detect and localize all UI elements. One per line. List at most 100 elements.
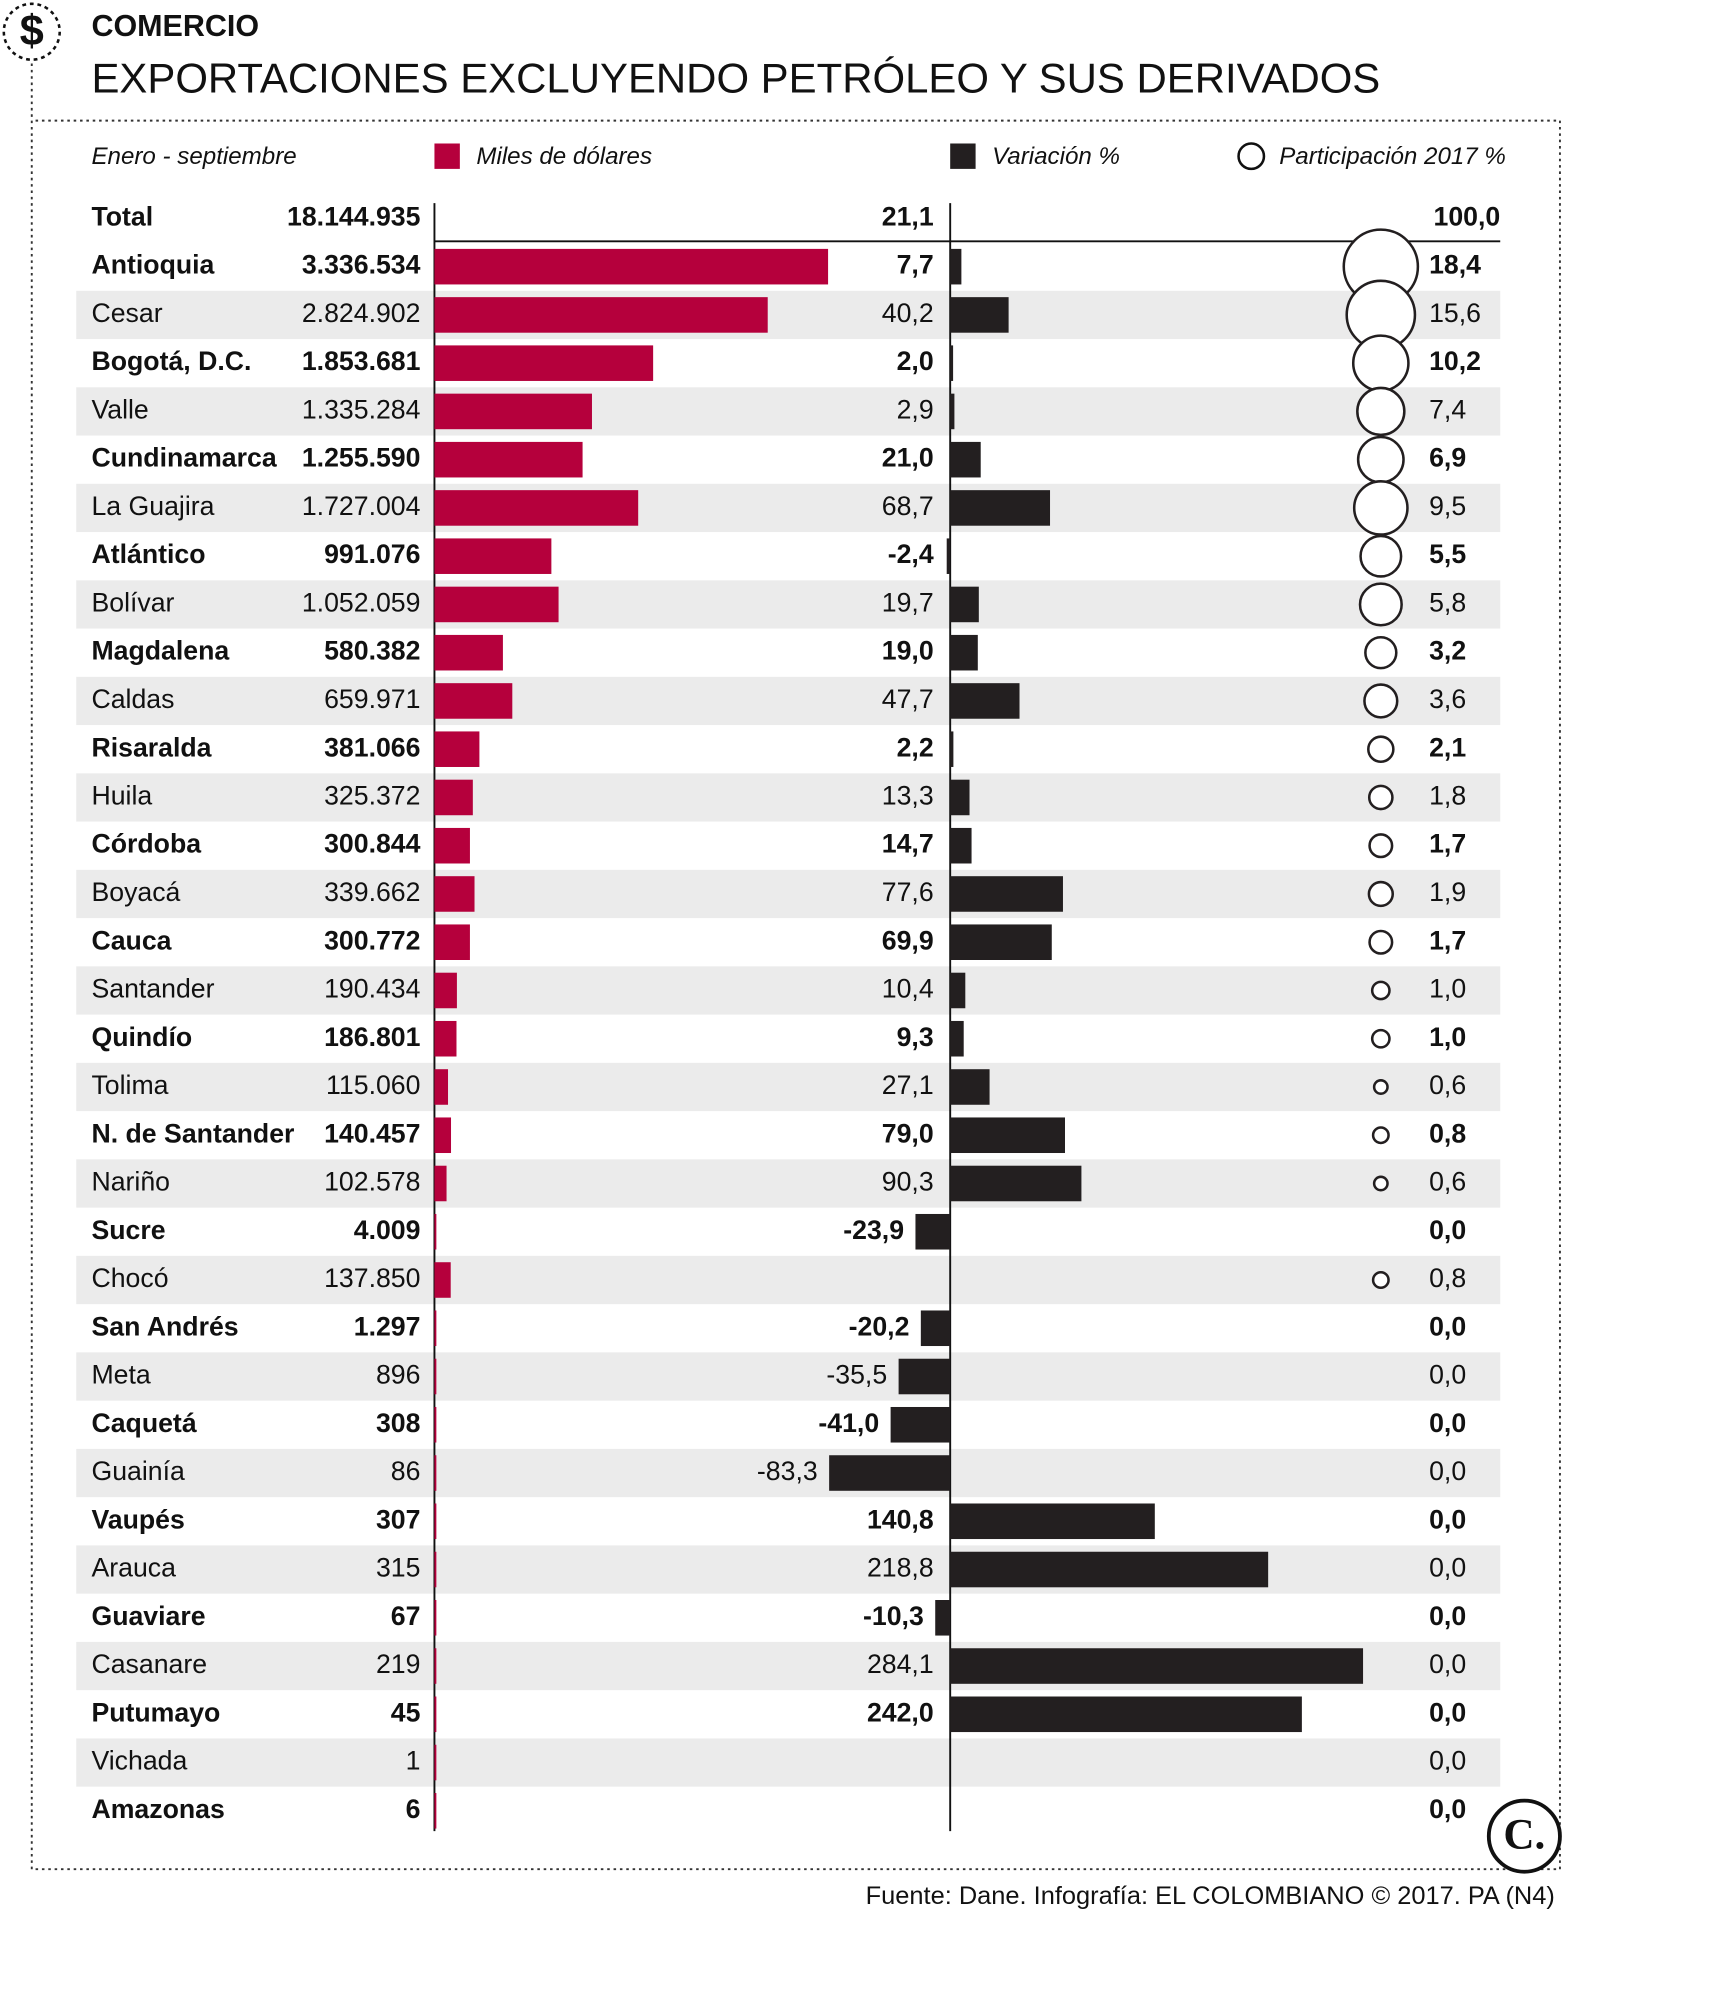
value-label: 2,1 bbox=[1429, 732, 1466, 762]
value-label: 9,3 bbox=[897, 1022, 934, 1052]
value-label: 0,6 bbox=[1429, 1167, 1466, 1197]
value-label: -20,2 bbox=[849, 1311, 910, 1341]
value-label: 3,6 bbox=[1429, 684, 1466, 714]
bar bbox=[950, 1165, 1082, 1202]
bubble bbox=[1370, 980, 1391, 1001]
value-label: 300.844 bbox=[324, 829, 421, 859]
bar bbox=[950, 248, 962, 285]
row-shade bbox=[76, 676, 1501, 726]
row-shade bbox=[76, 1545, 1501, 1594]
value-label: 0,0 bbox=[1429, 1553, 1466, 1583]
value-label: 4.009 bbox=[354, 1215, 421, 1245]
bar bbox=[950, 1648, 1364, 1684]
value-label: 10,2 bbox=[1429, 346, 1481, 376]
value-label: 0,8 bbox=[1429, 1118, 1466, 1148]
category-label: Vaupés bbox=[91, 1504, 184, 1534]
value-label: 140,8 bbox=[867, 1504, 934, 1534]
category-label: Huila bbox=[91, 781, 152, 811]
value-label: 0,6 bbox=[1429, 1070, 1466, 1100]
bar bbox=[434, 731, 480, 767]
value-label: 300.772 bbox=[324, 925, 420, 955]
row-shade bbox=[76, 1159, 1501, 1208]
bar bbox=[434, 972, 457, 1009]
category-label: Putumayo bbox=[91, 1697, 220, 1727]
value-label: 896 bbox=[376, 1360, 420, 1390]
value-label: 219 bbox=[376, 1649, 420, 1679]
value-label: 0,0 bbox=[1429, 1215, 1466, 1245]
bar bbox=[950, 1069, 990, 1105]
bubble bbox=[1367, 880, 1395, 908]
bar bbox=[950, 490, 1051, 526]
bar bbox=[950, 731, 954, 767]
total-share: 100,0 bbox=[1434, 201, 1501, 231]
bar bbox=[434, 1455, 437, 1491]
value-label: 1,0 bbox=[1429, 974, 1466, 1004]
bubble bbox=[1359, 534, 1403, 578]
bar bbox=[434, 1503, 437, 1540]
category-label: Meta bbox=[91, 1360, 150, 1390]
legend-swatch bbox=[1237, 142, 1266, 171]
bar bbox=[434, 1600, 437, 1636]
bar bbox=[950, 827, 972, 864]
kicker: COMERCIO bbox=[91, 9, 259, 43]
bar bbox=[434, 248, 829, 285]
bar bbox=[434, 1696, 437, 1733]
category-label: Risaralda bbox=[91, 732, 211, 762]
bar bbox=[434, 1165, 447, 1202]
value-label: 1,0 bbox=[1429, 1022, 1466, 1052]
value-label: 1.255.590 bbox=[302, 443, 421, 473]
value-label: 381.066 bbox=[324, 732, 420, 762]
category-label: Cundinamarca bbox=[91, 443, 276, 473]
value-label: 1 bbox=[406, 1746, 421, 1776]
category-label: Nariño bbox=[91, 1167, 170, 1197]
bar bbox=[434, 538, 552, 574]
category-label: Bogotá, D.C. bbox=[91, 346, 251, 376]
value-label: 0,0 bbox=[1429, 1697, 1466, 1727]
value-label: 339.662 bbox=[324, 877, 420, 907]
bar bbox=[434, 1358, 437, 1395]
row-shade bbox=[76, 1255, 1501, 1305]
row-shade bbox=[76, 290, 1501, 340]
bubble bbox=[1358, 582, 1403, 627]
bar bbox=[950, 586, 979, 623]
category-label: Magdalena bbox=[91, 636, 229, 666]
value-label: 90,3 bbox=[882, 1167, 934, 1197]
value-label: 315 bbox=[376, 1553, 420, 1583]
value-label: 284,1 bbox=[867, 1649, 934, 1679]
value-label: 21,0 bbox=[882, 443, 934, 473]
bar bbox=[950, 634, 978, 671]
category-label: Arauca bbox=[91, 1553, 176, 1583]
bar bbox=[950, 779, 970, 816]
value-label: 67 bbox=[391, 1601, 421, 1631]
legend-label: Variación % bbox=[992, 143, 1120, 170]
total-value: 18.144.935 bbox=[287, 201, 421, 231]
row-shade bbox=[76, 966, 1501, 1015]
bubble bbox=[1371, 1271, 1390, 1289]
value-label: 325.372 bbox=[324, 781, 420, 811]
bubble bbox=[1371, 1126, 1390, 1145]
value-label: 0,0 bbox=[1429, 1360, 1466, 1390]
value-label: 1,7 bbox=[1429, 829, 1466, 859]
bar bbox=[434, 1020, 457, 1057]
row-shade bbox=[76, 1738, 1501, 1787]
chart-title: EXPORTACIONES EXCLUYENDO PETRÓLEO Y SUS … bbox=[91, 54, 1380, 101]
row-shade bbox=[76, 387, 1501, 436]
bar bbox=[950, 393, 955, 430]
value-label: 68,7 bbox=[882, 491, 934, 521]
bar bbox=[434, 1793, 437, 1829]
bubble bbox=[1352, 480, 1409, 536]
row-shade bbox=[76, 1062, 1501, 1112]
value-label: 3.336.534 bbox=[302, 250, 421, 280]
value-label: 0,0 bbox=[1429, 1311, 1466, 1341]
value-label: 13,3 bbox=[882, 781, 934, 811]
category-label: Boyacá bbox=[91, 877, 180, 907]
value-label: 19,7 bbox=[882, 587, 934, 617]
bubble bbox=[1367, 735, 1395, 763]
category-label: Guainía bbox=[91, 1456, 185, 1486]
value-label: 308 bbox=[376, 1408, 420, 1438]
value-label: 0,8 bbox=[1429, 1263, 1466, 1293]
bar bbox=[950, 683, 1020, 719]
value-label: 14,7 bbox=[882, 829, 934, 859]
value-label: 242,0 bbox=[867, 1697, 934, 1727]
row-shade bbox=[76, 1448, 1501, 1498]
